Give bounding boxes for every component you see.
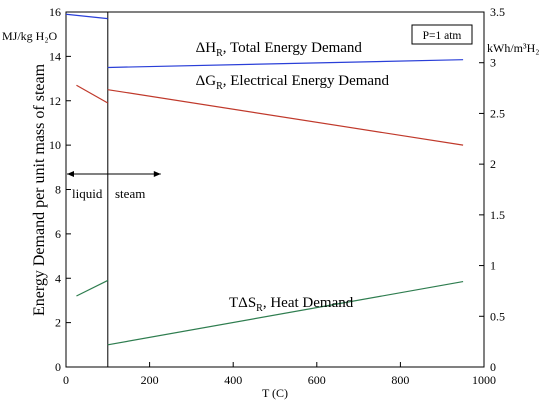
- liquid-arrow-head: [67, 170, 74, 177]
- y-tick-label-1: 2: [55, 316, 61, 330]
- x-tick-label-0: 0: [63, 373, 69, 387]
- y-right-tick-label-5: 2.5: [490, 106, 505, 120]
- steam-arrow-head: [153, 170, 161, 177]
- y-tick-label-4: 8: [55, 183, 61, 197]
- series-label-TdS_steam: TΔSR, Heat Demand: [229, 295, 354, 314]
- y-tick-label-6: 12: [49, 94, 61, 108]
- y-right-tick-label-6: 3: [490, 56, 496, 70]
- x-tick-label-5: 1000: [472, 373, 496, 387]
- y-right-tick-label-7: 3.5: [490, 5, 505, 19]
- series-line-dG_steam: [107, 89, 464, 146]
- ticks-layer: 0 200 400 600 800 1000024681012141600.511.522…: [49, 5, 505, 387]
- y-right-tick-label-2: 1: [490, 259, 496, 273]
- series-line-TdS_steam: [107, 280, 464, 346]
- annotation-box: [411, 24, 473, 45]
- y-right-tick-label-0: 0: [490, 360, 496, 374]
- x-tick-label-4: 800: [391, 373, 409, 387]
- plot-area: [65, 11, 485, 368]
- y-right-tick-label-1: 0.5: [490, 309, 505, 323]
- y-tick-label-8: 16: [49, 5, 61, 19]
- y-tick-label-5: 10: [49, 138, 61, 152]
- series-line-dH_liquid: [65, 13, 108, 20]
- y-tick-label-2: 4: [55, 271, 61, 285]
- x-axis-title: T (C): [262, 386, 288, 400]
- series-line-dG_liquid: [76, 84, 109, 104]
- series-line-dH_steam: [107, 59, 464, 69]
- series-label-dG_steam: ΔGR, Electrical Energy Demand: [196, 73, 390, 92]
- annotation-box-text: P=1 atm: [423, 30, 462, 42]
- y-tick-label-7: 14: [49, 49, 61, 63]
- y-right-tick-label-4: 2: [490, 157, 496, 171]
- y-right-tick-label-3: 1.5: [490, 208, 505, 222]
- y-left-unit-label: MJ/kg H₂O: [2, 29, 58, 43]
- y-tick-label-0: 0: [55, 360, 61, 374]
- x-tick-label-3: 600: [308, 373, 326, 387]
- x-tick-label-1: 200: [141, 373, 159, 387]
- y-tick-label-3: 6: [55, 227, 61, 241]
- liquid-label: liquid: [72, 186, 103, 201]
- series-line-TdS_liquid: [76, 279, 109, 297]
- x-tick-label-2: 400: [224, 373, 242, 387]
- series-label-dH_steam: ΔHR, Total Energy Demand: [196, 40, 363, 59]
- series-layer: [65, 12, 464, 367]
- labels-layer: ΔHR, Total Energy Demand ΔGR, Electrical …: [196, 40, 390, 314]
- y-right-unit-label: kWh/m³H₂: [487, 41, 539, 55]
- steam-label: steam: [115, 186, 145, 201]
- y-axis-title: Energy Demand per unit mass of steam: [31, 63, 48, 316]
